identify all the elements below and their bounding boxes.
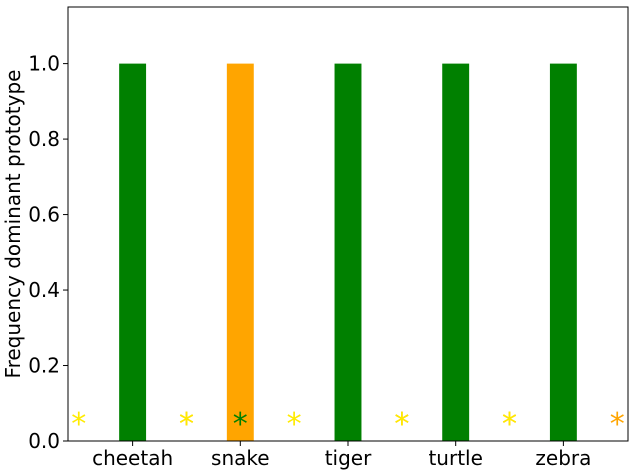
x-tick-label-cheetah: cheetah xyxy=(92,446,173,470)
y-axis: 0.0 0.2 0.4 0.6 0.8 1.0 xyxy=(28,52,68,453)
x-tick-label-tiger: tiger xyxy=(325,446,372,470)
bar-cheetah xyxy=(119,63,147,441)
x-tick-label-turtle: turtle xyxy=(428,446,482,470)
marker-turtle: * xyxy=(502,407,517,442)
marker-zebra: * xyxy=(610,407,625,442)
y-tick-label: 0.4 xyxy=(28,278,60,302)
marker-cheetah: * xyxy=(71,407,86,442)
plot-frame xyxy=(67,6,629,442)
marker-tiger: * xyxy=(287,407,302,442)
x-axis: cheetah snake tiger turtle zebra xyxy=(92,441,591,470)
y-tick-label: 0.0 xyxy=(28,429,60,453)
marker-snake: * xyxy=(179,407,194,442)
marker-cheetah: * xyxy=(179,407,194,442)
bars xyxy=(119,63,577,441)
marker-tiger: * xyxy=(394,407,409,442)
y-tick-label: 1.0 xyxy=(28,52,60,76)
x-tick-label-snake: snake xyxy=(211,446,270,470)
bar-snake xyxy=(226,63,254,441)
markers: * ** * * ** ** * xyxy=(71,407,624,442)
bar-zebra xyxy=(549,63,577,441)
marker-turtle: * xyxy=(394,407,409,442)
bar-turtle xyxy=(442,63,470,441)
bar-tiger xyxy=(334,63,362,441)
y-tick-label: 0.6 xyxy=(28,203,60,227)
x-tick-label-zebra: zebra xyxy=(535,446,591,470)
y-axis-title: Frequency dominant prototype xyxy=(1,70,25,379)
marker-zebra: * xyxy=(502,407,517,442)
marker-snake: * xyxy=(233,407,248,442)
y-tick-label: 0.2 xyxy=(28,354,60,378)
y-tick-label: 0.8 xyxy=(28,127,60,151)
